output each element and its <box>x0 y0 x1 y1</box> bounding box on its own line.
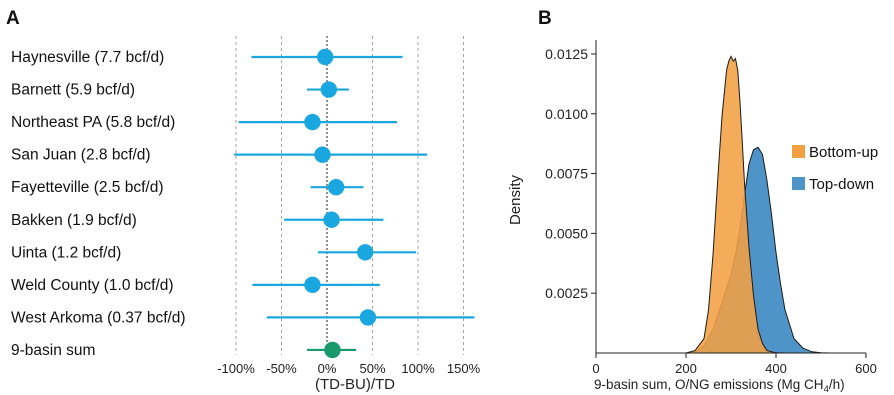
x-tick-label: 0 <box>592 361 599 376</box>
row-label: Uinta (1.2 bcf/d) <box>11 244 121 261</box>
panel-b-x-axis-label: 9-basin sum, O/NG emissions (Mg CH4/h) <box>594 377 845 395</box>
row-label: Barnett (5.9 bcf/d) <box>11 82 135 99</box>
x-tick-label: 600 <box>855 361 877 376</box>
y-tick-label: 0.0100 <box>545 106 588 122</box>
x-tick-label: 400 <box>765 361 787 376</box>
row-label: Bakken (1.9 bcf/d) <box>11 212 137 229</box>
point-estimate <box>304 113 321 131</box>
panel-b-density-areas <box>685 55 831 354</box>
y-tick-label: 0.0025 <box>545 285 588 301</box>
panel-a-gridlines <box>235 36 464 355</box>
panel-a-x-axis-label: (TD-BU)/TD <box>315 376 395 393</box>
panel-a-x-ticks: -100% -50% 0% 50% 100% 150% <box>217 361 480 376</box>
density-bottom-up-area <box>685 55 786 354</box>
y-tick-label: 0.0075 <box>545 166 588 182</box>
row-label: Weld County (1.0 bcf/d) <box>11 277 174 294</box>
x-tick-label: 200 <box>675 361 697 376</box>
legend-label-bottom-up: Bottom-up <box>809 144 878 161</box>
point-estimate <box>304 276 321 294</box>
point-estimate <box>327 179 345 196</box>
legend-swatch-top-down <box>792 177 805 190</box>
panel-b-x-axis-label-main: 9-basin sum, O/NG emissions (Mg CH <box>594 377 824 392</box>
x-tick-label: 100% <box>401 361 435 376</box>
panel-b-y-axis-label: Density <box>507 174 524 225</box>
point-estimate <box>357 244 374 261</box>
row-label: West Arkoma (0.37 bcf/d) <box>11 309 186 326</box>
panel-a-forest-plot: Haynesville (7.7 bcf/d) Barnett (5.9 bcf/… <box>11 36 481 393</box>
y-tick-label: 0.0125 <box>545 46 588 62</box>
x-tick-label: 0% <box>318 361 337 376</box>
row-label: Northeast PA (5.8 bcf/d) <box>11 114 175 131</box>
point-estimate <box>316 48 334 66</box>
x-tick-label: -50% <box>266 361 297 376</box>
panel-b-density-plot: 0.0025 0.0050 0.0075 0.0100 0.0125 0 200 400 60… <box>507 40 878 395</box>
panel-a-letter: A <box>6 8 20 29</box>
panel-b-legend: Bottom-up Top-down <box>792 144 878 193</box>
point-estimate <box>323 211 340 228</box>
x-tick-label: -100% <box>217 361 255 376</box>
x-tick-label: 50% <box>359 361 385 376</box>
row-label: Fayetteville (2.5 bcf/d) <box>11 179 163 196</box>
x-tick-label: 150% <box>447 361 481 376</box>
panel-b-letter: B <box>538 8 552 29</box>
panel-b-x-ticks: 0 200 400 600 <box>592 353 877 376</box>
point-estimate <box>314 146 331 163</box>
legend-label-top-down: Top-down <box>809 176 874 193</box>
panel-b-x-axis-label-subscript: 4 <box>824 384 829 395</box>
legend-swatch-bottom-up <box>792 145 805 158</box>
row-label: 9-basin sum <box>11 342 95 359</box>
panel-a-rows: Haynesville (7.7 bcf/d) Barnett (5.9 bcf/… <box>11 48 475 359</box>
panel-b-y-ticks: 0.0025 0.0050 0.0075 0.0100 0.0125 <box>545 46 596 301</box>
point-estimate <box>359 309 377 326</box>
panel-b-x-axis-label-tail: /h) <box>829 377 845 392</box>
row-label: Haynesville (7.7 bcf/d) <box>11 49 164 66</box>
y-tick-label: 0.0050 <box>545 225 588 241</box>
row-label: San Juan (2.8 bcf/d) <box>11 147 151 164</box>
point-estimate <box>320 81 338 98</box>
point-estimate <box>324 341 341 359</box>
